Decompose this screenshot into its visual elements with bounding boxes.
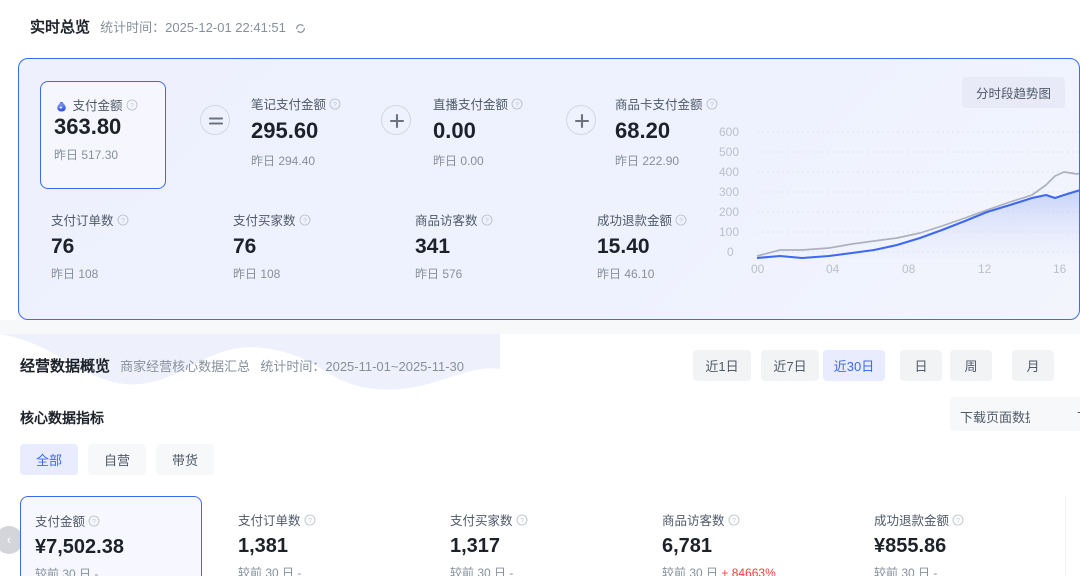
svg-text:00: 00 [751, 262, 765, 276]
svg-text:600: 600 [719, 125, 739, 139]
svg-text:?: ? [334, 101, 338, 108]
svg-text:?: ? [93, 518, 97, 525]
svg-text:300: 300 [719, 185, 739, 199]
svg-text:?: ? [516, 101, 520, 108]
svg-text:?: ? [121, 217, 125, 224]
svg-text:04: 04 [826, 262, 840, 276]
svg-text:16: 16 [1053, 262, 1067, 276]
svg-text:?: ? [957, 517, 961, 524]
svg-text:12: 12 [978, 262, 992, 276]
svg-text:100: 100 [719, 225, 739, 239]
svg-text:?: ? [130, 102, 134, 109]
svg-text:0: 0 [727, 245, 734, 259]
svg-text:200: 200 [719, 205, 739, 219]
svg-text:400: 400 [719, 165, 739, 179]
svg-text:?: ? [303, 217, 307, 224]
svg-text:500: 500 [719, 145, 739, 159]
svg-text:08: 08 [902, 262, 916, 276]
svg-text:?: ? [485, 217, 489, 224]
svg-text:?: ? [520, 517, 524, 524]
svg-text:?: ? [308, 517, 312, 524]
svg-text:?: ? [732, 517, 736, 524]
